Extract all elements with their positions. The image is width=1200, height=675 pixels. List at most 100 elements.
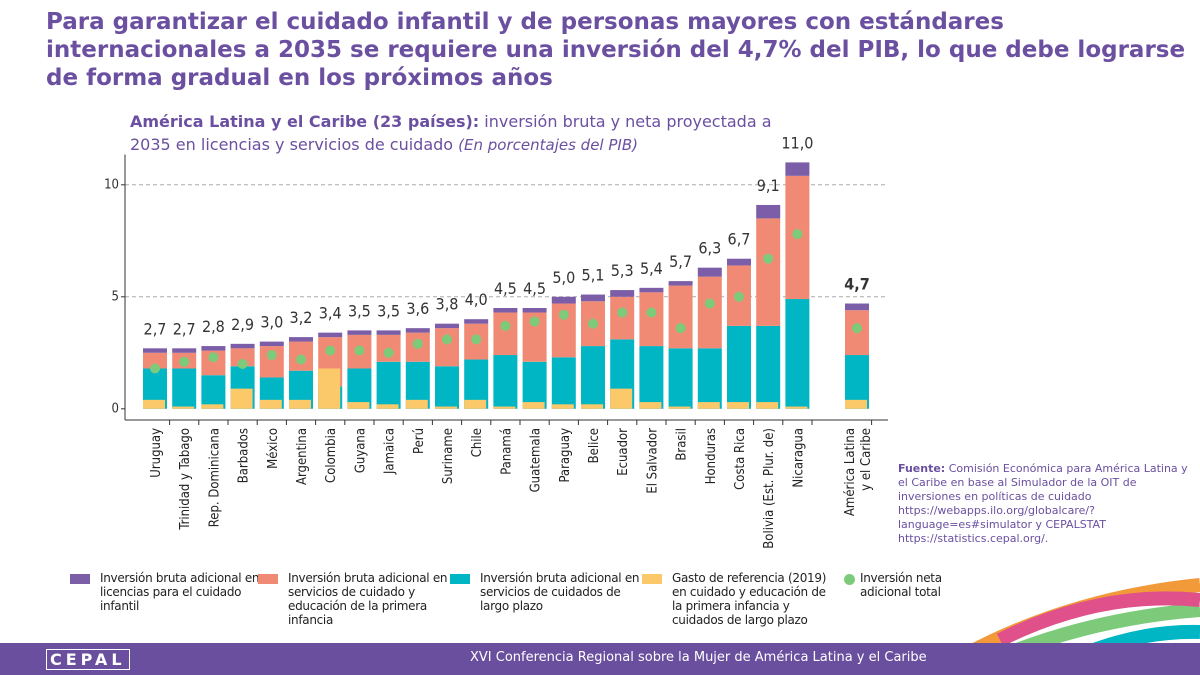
total-label: 3,4 — [319, 304, 342, 323]
bar-segment — [230, 348, 255, 367]
x-tick-label: Honduras — [704, 428, 719, 484]
bar-segment — [756, 204, 781, 219]
total-label: 5,7 — [669, 252, 692, 271]
bar-segment — [639, 346, 664, 409]
x-tick-label: Paraguay — [558, 428, 573, 483]
total-label: 3,2 — [290, 308, 313, 327]
x-tick-label: México — [266, 428, 281, 469]
y-tick-label: 10 — [104, 177, 119, 192]
source-text: Comisión Económica para América Latina y… — [898, 462, 1188, 503]
x-tick-label: Rep. Dominicana — [207, 428, 222, 527]
total-label: 3,0 — [260, 313, 283, 332]
reference-bar — [727, 402, 749, 409]
bar-segment — [697, 267, 722, 277]
bar-segment — [551, 357, 576, 409]
bar-segment — [172, 348, 197, 353]
reference-bar — [845, 399, 867, 409]
legend-label: Inversión bruta adicional en servicios d… — [480, 571, 640, 613]
legend-swatch — [450, 574, 470, 584]
net-dot — [325, 345, 336, 356]
x-tick-label: Panamá — [499, 428, 514, 475]
reference-bar — [201, 404, 224, 409]
bar-segment — [727, 258, 751, 266]
bar-segment — [435, 366, 459, 409]
bar-segment — [435, 323, 459, 329]
bar-segment — [493, 312, 518, 356]
bar-segment — [201, 375, 226, 409]
bar-segment — [405, 328, 430, 333]
x-tick-label: Guyana — [353, 428, 368, 473]
total-label: 4,0 — [465, 290, 488, 309]
x-tick-label: Perú — [412, 428, 427, 454]
net-dot — [179, 356, 190, 367]
net-dot — [852, 323, 862, 334]
subtitle-bold: América Latina y el Caribe (23 países): — [130, 112, 480, 131]
footer-text: XVI Conferencia Regional sobre la Mujer … — [470, 650, 927, 665]
bar-segment — [435, 328, 459, 367]
legend-label: Gasto de referencia (2019) en cuidado y … — [672, 571, 827, 627]
legend-swatch — [844, 574, 855, 585]
reference-bar — [347, 402, 370, 409]
source-text2: y CEPALSTAT https://statistics.cepal.org… — [898, 518, 1106, 545]
bar-segment — [143, 348, 167, 353]
bar-segment — [464, 319, 489, 324]
bar-segment — [376, 330, 401, 335]
x-tick-label: América Latinay el Caribe — [843, 428, 874, 516]
reference-bar — [172, 406, 195, 409]
y-tick-label: 5 — [112, 289, 119, 304]
logo: CEPAL — [46, 649, 130, 670]
bar-segment — [668, 281, 693, 286]
x-tick-label: El Salvador — [645, 428, 660, 494]
x-tick-label: Costa Rica — [733, 428, 748, 490]
total-label: 6,3 — [698, 239, 721, 258]
total-label: 3,6 — [406, 299, 429, 318]
net-dot — [237, 359, 248, 369]
total-label: 3,8 — [436, 295, 459, 314]
net-dot — [266, 350, 277, 361]
net-dot — [354, 345, 365, 356]
x-tick-label: Ecuador — [616, 428, 631, 476]
bar-segment — [376, 361, 401, 409]
source-link[interactable]: https://webapps.ilo.org/globalcare/?lang… — [898, 504, 1095, 531]
bar-segment — [259, 341, 284, 347]
reference-bar — [230, 388, 253, 409]
reference-bar — [435, 406, 457, 409]
bar-segment — [522, 361, 547, 409]
legend-swatch — [70, 574, 90, 584]
reference-bar — [639, 402, 662, 409]
bar-segment — [493, 308, 518, 313]
net-dot — [646, 307, 657, 318]
total-label: 2,7 — [173, 319, 196, 338]
source: Fuente: Comisión Económica para América … — [898, 462, 1190, 546]
bar-segment — [581, 346, 605, 409]
x-tick-label: Barbados — [237, 428, 252, 483]
bar-segment — [201, 346, 226, 351]
x-tick-label: Nicaragua — [791, 428, 806, 488]
x-tick-label: Uruguay — [149, 428, 164, 478]
net-dot — [412, 338, 423, 349]
net-dot — [471, 334, 482, 345]
total-label: 4,5 — [523, 279, 546, 298]
total-label: 2,7 — [144, 319, 167, 338]
bar-segment — [551, 296, 576, 304]
x-tick-label: Argentina — [295, 428, 310, 485]
reference-bar — [785, 406, 808, 409]
subtitle-text: inversión bruta y neta proyectada a 2035… — [130, 112, 772, 154]
net-dot — [208, 352, 219, 363]
net-dot — [617, 307, 628, 318]
x-tick-label: Belice — [587, 428, 602, 463]
reference-bar — [259, 399, 282, 409]
reference-bar — [289, 399, 311, 409]
bar-segment — [230, 343, 255, 349]
reference-bar — [697, 402, 720, 409]
x-tick-label: Chile — [470, 428, 485, 457]
bar-segment — [610, 296, 635, 340]
bar-segment — [522, 308, 547, 313]
bar-segment — [845, 303, 869, 311]
bar-segment — [668, 348, 693, 409]
net-dot — [529, 316, 540, 327]
bar-segment — [697, 276, 722, 349]
y-tick-label: 0 — [112, 401, 119, 416]
